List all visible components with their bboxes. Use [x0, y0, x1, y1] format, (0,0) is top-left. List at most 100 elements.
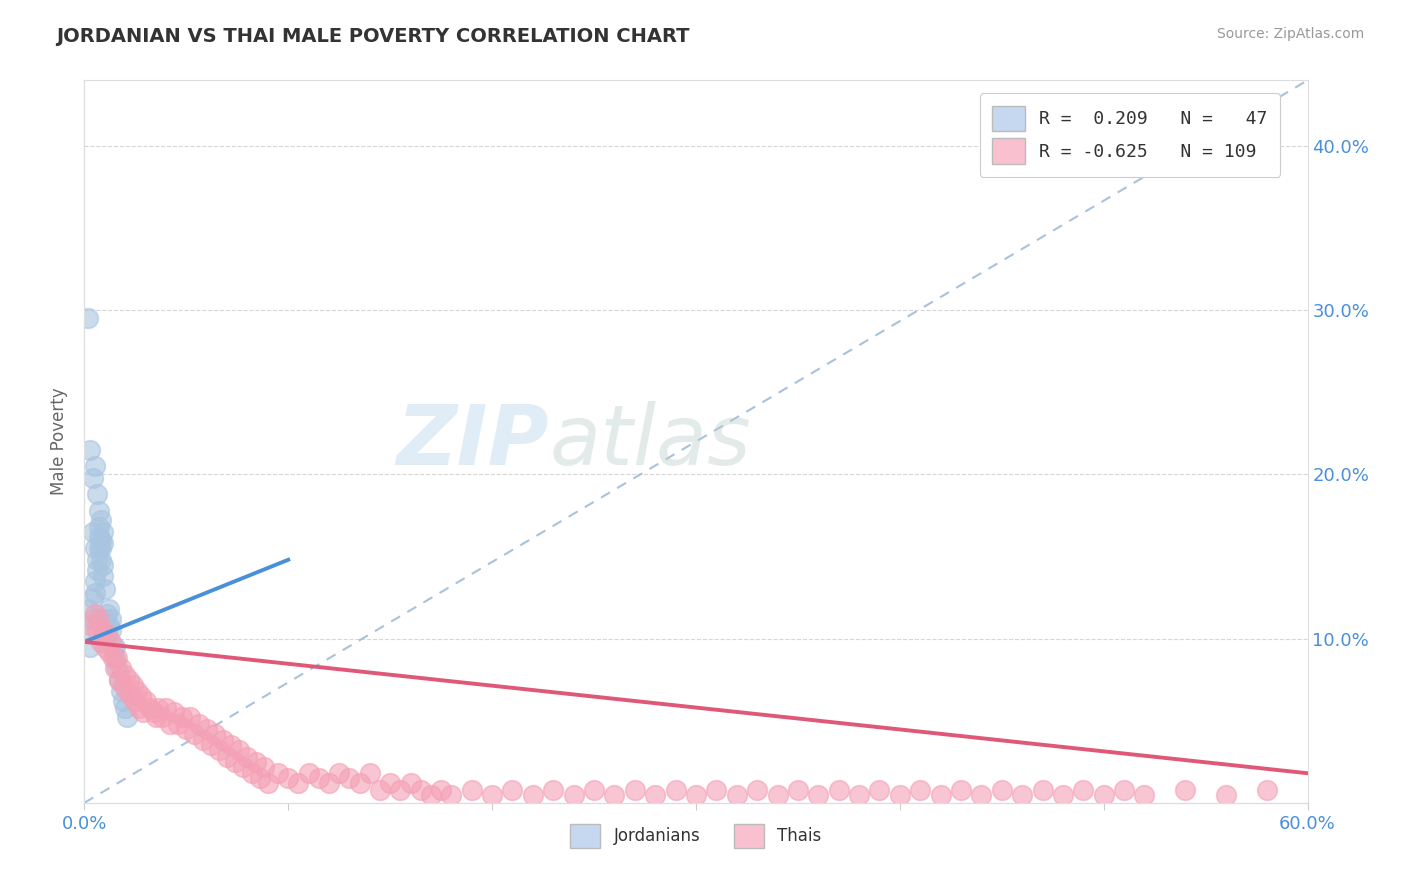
- Point: [79, 640, 101, 654]
- Point: [104, 651, 127, 665]
- Point: [1256, 782, 1278, 797]
- Y-axis label: Male Poverty: Male Poverty: [51, 388, 69, 495]
- Point: [543, 782, 565, 797]
- Point: [93, 624, 115, 638]
- Point: [96, 628, 118, 642]
- Point: [1133, 788, 1156, 802]
- Point: [77, 602, 100, 616]
- Point: [339, 771, 361, 785]
- Point: [104, 640, 127, 654]
- Point: [108, 673, 131, 687]
- Point: [1011, 788, 1033, 802]
- Point: [86, 487, 108, 501]
- Point: [105, 661, 128, 675]
- Point: [114, 700, 136, 714]
- Point: [766, 788, 789, 802]
- Point: [950, 782, 973, 797]
- Point: [195, 722, 218, 736]
- Point: [93, 618, 115, 632]
- Point: [889, 788, 911, 802]
- Point: [105, 651, 128, 665]
- Point: [90, 541, 112, 556]
- Point: [685, 788, 707, 802]
- Point: [172, 710, 194, 724]
- Point: [562, 788, 585, 802]
- Point: [349, 776, 371, 790]
- Point: [91, 624, 114, 638]
- Point: [228, 743, 250, 757]
- Point: [112, 694, 135, 708]
- Point: [97, 645, 120, 659]
- Point: [236, 749, 259, 764]
- Point: [1114, 782, 1136, 797]
- Point: [83, 607, 105, 621]
- Point: [267, 766, 290, 780]
- Point: [665, 782, 688, 797]
- Point: [747, 782, 769, 797]
- Point: [122, 677, 145, 691]
- Point: [83, 459, 105, 474]
- Point: [150, 710, 173, 724]
- Point: [82, 591, 104, 605]
- Point: [430, 782, 453, 797]
- Point: [807, 788, 830, 802]
- Point: [583, 782, 606, 797]
- Point: [101, 640, 124, 654]
- Point: [75, 624, 97, 638]
- Point: [100, 624, 122, 638]
- Point: [1073, 782, 1095, 797]
- Point: [87, 503, 110, 517]
- Point: [208, 743, 231, 757]
- Point: [86, 553, 108, 567]
- Point: [380, 776, 402, 790]
- Point: [100, 635, 122, 649]
- Point: [328, 766, 350, 780]
- Point: [991, 782, 1014, 797]
- Point: [179, 710, 201, 724]
- Point: [624, 782, 647, 797]
- Point: [224, 755, 246, 769]
- Point: [77, 311, 100, 326]
- Point: [308, 771, 330, 785]
- Point: [828, 782, 851, 797]
- Point: [86, 624, 108, 638]
- Point: [110, 661, 132, 675]
- Point: [124, 694, 146, 708]
- Point: [86, 563, 108, 577]
- Point: [298, 766, 321, 780]
- Point: [725, 788, 748, 802]
- Point: [91, 536, 114, 550]
- Point: [249, 771, 271, 785]
- Point: [87, 520, 110, 534]
- Point: [104, 661, 127, 675]
- Text: ZIP: ZIP: [396, 401, 550, 482]
- Point: [159, 717, 181, 731]
- Point: [96, 628, 118, 642]
- Point: [163, 706, 186, 720]
- Point: [138, 700, 160, 714]
- Point: [115, 684, 138, 698]
- Point: [93, 640, 115, 654]
- Point: [461, 782, 484, 797]
- Point: [114, 667, 136, 681]
- Point: [145, 710, 167, 724]
- Point: [97, 602, 120, 616]
- Point: [90, 553, 112, 567]
- Point: [118, 673, 141, 687]
- Point: [135, 694, 157, 708]
- Point: [277, 771, 299, 785]
- Point: [399, 776, 422, 790]
- Legend: Jordanians, Thais: Jordanians, Thais: [558, 813, 834, 860]
- Point: [110, 684, 132, 698]
- Point: [191, 733, 214, 747]
- Point: [200, 739, 222, 753]
- Point: [174, 722, 197, 736]
- Point: [87, 612, 110, 626]
- Point: [83, 541, 105, 556]
- Point: [87, 530, 110, 544]
- Point: [368, 782, 391, 797]
- Point: [79, 442, 101, 457]
- Point: [848, 788, 870, 802]
- Point: [257, 776, 280, 790]
- Point: [115, 710, 138, 724]
